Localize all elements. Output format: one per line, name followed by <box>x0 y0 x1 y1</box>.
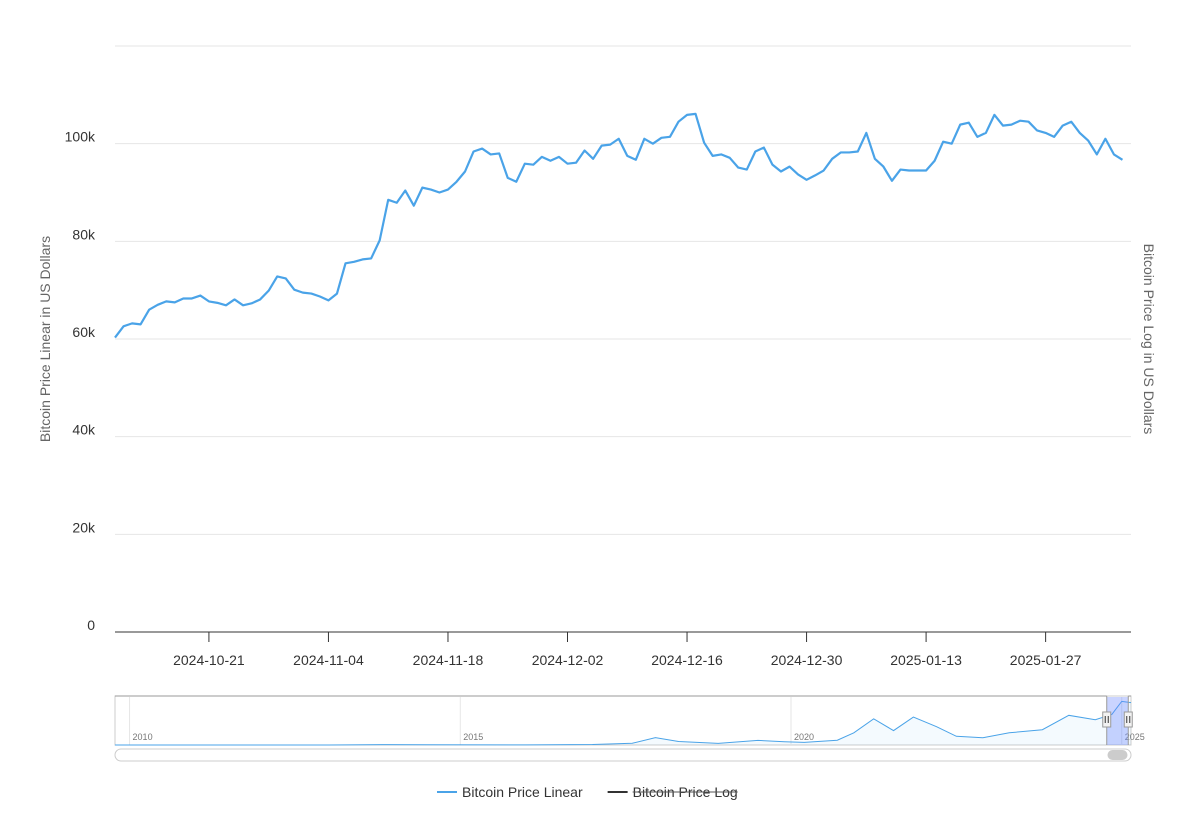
y-axis-title: Bitcoin Price Linear in US Dollars <box>37 236 53 442</box>
y-tick-label: 80k <box>72 226 96 242</box>
scrollbar-thumb[interactable] <box>1107 750 1128 760</box>
navigator-area <box>115 701 1131 745</box>
y-tick-label: 40k <box>72 422 96 438</box>
x-tick-label: 2024-12-30 <box>771 652 843 668</box>
x-tick-label: 2024-11-18 <box>413 652 484 668</box>
y-tick-label: 0 <box>87 617 95 633</box>
x-tick-label: 2024-11-04 <box>293 652 364 668</box>
navigator-handle[interactable] <box>1123 711 1133 728</box>
scrollbar-track[interactable] <box>114 748 1132 762</box>
navigator-tick-label: 2010 <box>133 732 153 742</box>
navigator-line <box>115 700 1132 746</box>
y2-axis-title: Bitcoin Price Log in US Dollars <box>1141 244 1157 435</box>
legend-label[interactable]: Bitcoin Price Linear <box>462 784 583 800</box>
navigator-tick-label: 2020 <box>794 732 814 742</box>
series-line <box>114 112 1124 339</box>
y-tick-label: 100k <box>65 129 96 145</box>
x-tick-label: 2025-01-27 <box>1010 652 1082 668</box>
navigator-selection <box>1106 697 1129 745</box>
navigator-tick-label: 2015 <box>463 732 483 742</box>
y-tick-label: 20k <box>72 519 96 535</box>
x-tick-label: 2024-10-21 <box>173 652 245 668</box>
navigator-tick-label: 2025 <box>1125 732 1145 742</box>
x-tick-label: 2024-12-02 <box>532 652 604 668</box>
navigator-handle[interactable] <box>1102 711 1112 728</box>
x-tick-label: 2025-01-13 <box>890 652 962 668</box>
y-tick-label: 60k <box>72 324 96 340</box>
x-tick-label: 2024-12-16 <box>651 652 723 668</box>
